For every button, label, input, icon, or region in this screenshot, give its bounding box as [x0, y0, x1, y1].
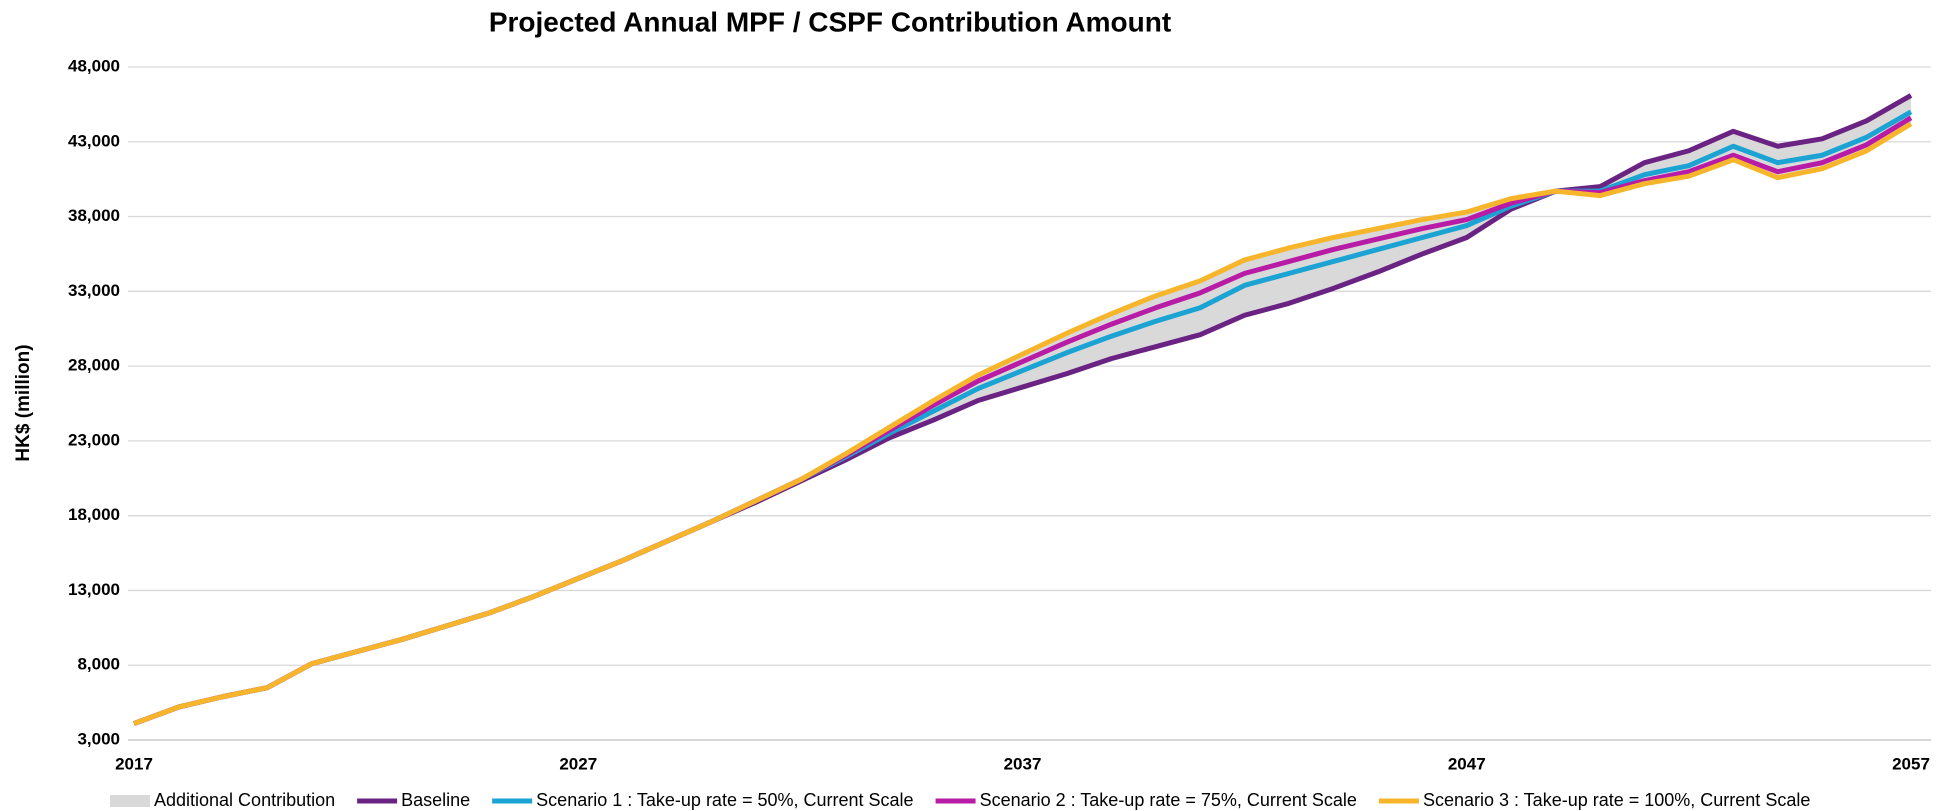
y-tick-label: 38,000	[68, 206, 120, 225]
series-line	[133, 93, 1913, 726]
additional-contribution-area	[134, 95, 1911, 724]
series-line	[133, 109, 1913, 726]
x-tick-label: 2027	[559, 754, 597, 773]
y-axis-label: HK$ (million)	[13, 344, 34, 461]
y-tick-label: 28,000	[68, 356, 120, 375]
legend-label: Scenario 1 : Take-up rate = 50%, Current…	[536, 790, 913, 810]
series-line	[133, 115, 1913, 726]
chart-title: Projected Annual MPF / CSPF Contribution…	[489, 6, 1171, 37]
series-line	[133, 121, 1913, 726]
y-tick-label: 43,000	[68, 131, 120, 150]
legend-label: Scenario 2 : Take-up rate = 75%, Current…	[980, 790, 1357, 810]
y-tick-label: 33,000	[68, 281, 120, 300]
y-tick-label: 18,000	[68, 505, 120, 524]
x-tick-label: 2017	[115, 754, 153, 773]
legend-swatch	[110, 795, 150, 807]
legend-label: Scenario 3 : Take-up rate = 100%, Curren…	[1423, 790, 1810, 810]
y-tick-label: 23,000	[68, 430, 120, 449]
x-tick-label: 2037	[1004, 754, 1042, 773]
y-tick-label: 8,000	[77, 655, 120, 674]
y-tick-label: 48,000	[68, 56, 120, 75]
x-tick-label: 2047	[1448, 754, 1486, 773]
legend-label: Baseline	[401, 790, 470, 810]
x-tick-label: 2057	[1892, 754, 1930, 773]
y-tick-label: 13,000	[68, 580, 120, 599]
y-tick-label: 3,000	[77, 729, 120, 748]
legend-label: Additional Contribution	[154, 790, 335, 810]
